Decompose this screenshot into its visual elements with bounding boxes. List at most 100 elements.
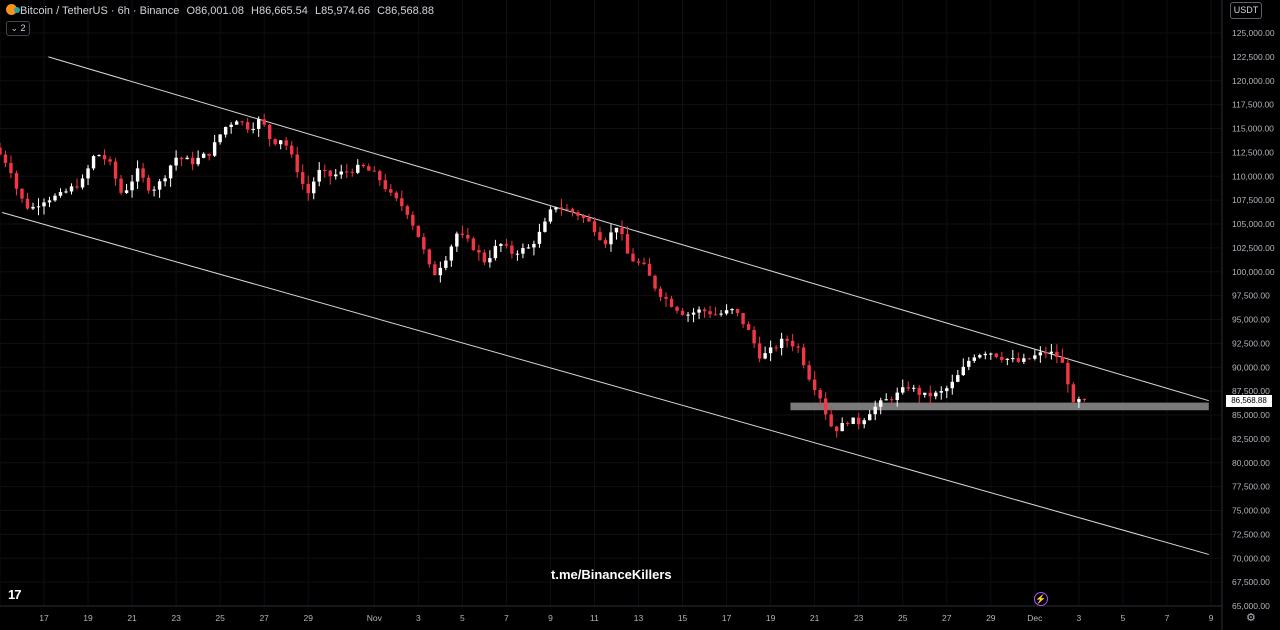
candle-body bbox=[658, 288, 663, 297]
candle-body bbox=[223, 126, 228, 135]
candle-body bbox=[829, 414, 833, 427]
candle-body bbox=[378, 171, 382, 181]
candle-body bbox=[290, 145, 294, 155]
time-tick-label: 11 bbox=[590, 613, 599, 623]
candle-body bbox=[515, 253, 520, 255]
candle-body bbox=[510, 245, 514, 254]
price-tick-label: 112,500.00 bbox=[1232, 147, 1274, 157]
candle-body bbox=[361, 164, 365, 167]
candle-body bbox=[135, 168, 140, 182]
indicators-count: 2 bbox=[20, 23, 26, 33]
candle-body bbox=[746, 324, 751, 330]
candle-body bbox=[25, 198, 30, 209]
flash-icon[interactable]: ⚡ bbox=[1034, 592, 1048, 606]
candle-body bbox=[20, 188, 24, 199]
candle-body bbox=[713, 314, 718, 316]
price-tick-label: 100,000.00 bbox=[1232, 267, 1275, 277]
time-tick-label: 29 bbox=[303, 613, 313, 623]
candle-body bbox=[1060, 357, 1065, 363]
price-tick-label: 67,500.00 bbox=[1232, 577, 1270, 587]
candle-body bbox=[636, 261, 641, 263]
price-tick-label: 122,500.00 bbox=[1232, 52, 1275, 62]
candle-body bbox=[884, 399, 888, 401]
candle-body bbox=[493, 245, 498, 259]
candle-body bbox=[934, 392, 938, 397]
candle-body bbox=[47, 200, 52, 203]
candle-body bbox=[36, 206, 41, 208]
indicators-toggle-button[interactable]: ⌄ 2 bbox=[6, 21, 30, 36]
time-tick-label: 21 bbox=[810, 613, 820, 623]
candle-body bbox=[278, 140, 283, 145]
time-tick-label: 17 bbox=[39, 613, 49, 623]
time-tick-label: Nov bbox=[367, 613, 383, 623]
price-tick-label: 70,000.00 bbox=[1232, 553, 1270, 563]
candle-body bbox=[576, 212, 580, 216]
candle-body bbox=[356, 164, 360, 173]
candle-body bbox=[686, 314, 690, 316]
candle-body bbox=[1000, 356, 1004, 360]
candle-body bbox=[631, 253, 635, 262]
candle-body bbox=[592, 221, 597, 233]
candle-body bbox=[647, 263, 652, 276]
candle-body bbox=[86, 168, 90, 179]
candle-body bbox=[42, 202, 46, 207]
candle-body bbox=[978, 355, 982, 358]
candle-body bbox=[653, 275, 657, 289]
candle-body bbox=[58, 192, 63, 196]
price-tick-label: 120,000.00 bbox=[1232, 76, 1275, 86]
candle-body bbox=[559, 207, 564, 209]
candle-body bbox=[912, 387, 916, 389]
candle-body bbox=[928, 392, 932, 397]
grid-lines bbox=[0, 0, 1222, 607]
candle-body bbox=[234, 121, 239, 125]
candle-body bbox=[1005, 358, 1010, 360]
candle-body bbox=[724, 310, 729, 314]
candle-body bbox=[1071, 384, 1076, 403]
candle-body bbox=[174, 157, 178, 166]
candle-body bbox=[1066, 362, 1070, 385]
symbol-legend[interactable]: Bitcoin / TetherUS · 6h · Binance O86,00… bbox=[6, 4, 434, 17]
candle-body bbox=[433, 264, 437, 276]
candle-body bbox=[471, 238, 476, 250]
low-value: 85,974.66 bbox=[321, 5, 371, 17]
candle-body bbox=[31, 206, 35, 209]
price-tick-label: 107,500.00 bbox=[1232, 195, 1275, 205]
candle-body bbox=[768, 347, 773, 354]
price-tick-label: 80,000.00 bbox=[1232, 458, 1270, 468]
candle-body bbox=[328, 170, 332, 177]
candle-body bbox=[455, 233, 459, 247]
candle-body bbox=[119, 178, 123, 193]
candle-body bbox=[444, 260, 448, 268]
candle-body bbox=[956, 375, 960, 382]
candle-body bbox=[284, 140, 288, 146]
candle-body bbox=[994, 353, 999, 357]
candle-body bbox=[141, 168, 145, 178]
candle-body bbox=[570, 208, 575, 213]
price-tick-label: 85,000.00 bbox=[1232, 410, 1270, 420]
candle-body bbox=[306, 183, 310, 194]
price-tick-label: 92,500.00 bbox=[1232, 338, 1270, 348]
candle-body bbox=[680, 310, 685, 315]
open-value: 86,001.08 bbox=[195, 5, 244, 17]
candle-body bbox=[664, 296, 668, 299]
candle-body bbox=[91, 156, 96, 169]
candle-body bbox=[499, 244, 503, 246]
candle-body bbox=[537, 231, 542, 244]
candle-body bbox=[587, 217, 591, 222]
candle-body bbox=[873, 406, 877, 415]
price-tick-label: 105,000.00 bbox=[1232, 219, 1275, 229]
candle-body bbox=[69, 186, 74, 192]
currency-selector[interactable]: USDT bbox=[1230, 2, 1262, 19]
candle-body bbox=[504, 244, 509, 246]
time-tick-label: 3 bbox=[416, 613, 421, 623]
candle-body bbox=[1044, 352, 1048, 354]
candle-body bbox=[482, 252, 487, 263]
candle-body bbox=[405, 206, 410, 215]
tradingview-logo-icon[interactable]: 17 bbox=[8, 587, 22, 602]
candle-body bbox=[179, 157, 184, 160]
settings-gear-icon[interactable]: ⚙ bbox=[1246, 612, 1256, 624]
candle-body bbox=[251, 128, 255, 130]
close-label: C bbox=[377, 5, 386, 17]
candle-body bbox=[790, 340, 795, 347]
